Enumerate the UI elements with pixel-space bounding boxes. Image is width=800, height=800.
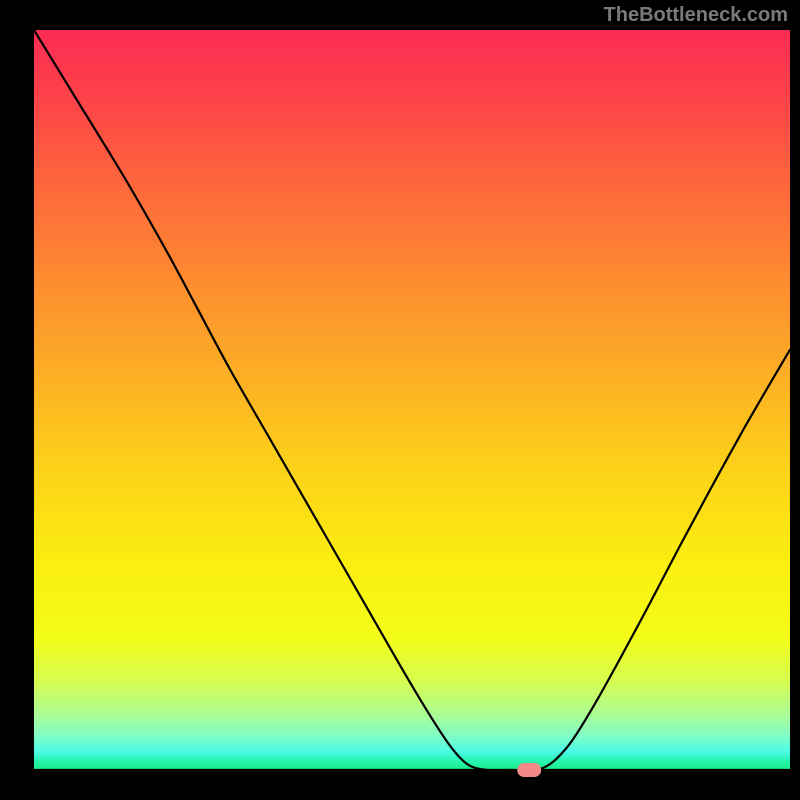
- bottleneck-chart: TheBottleneck.com: [0, 0, 800, 800]
- chart-svg: [0, 0, 800, 800]
- gradient-background: [34, 30, 790, 770]
- watermark-text: TheBottleneck.com: [604, 4, 788, 27]
- optimal-marker: [517, 763, 541, 777]
